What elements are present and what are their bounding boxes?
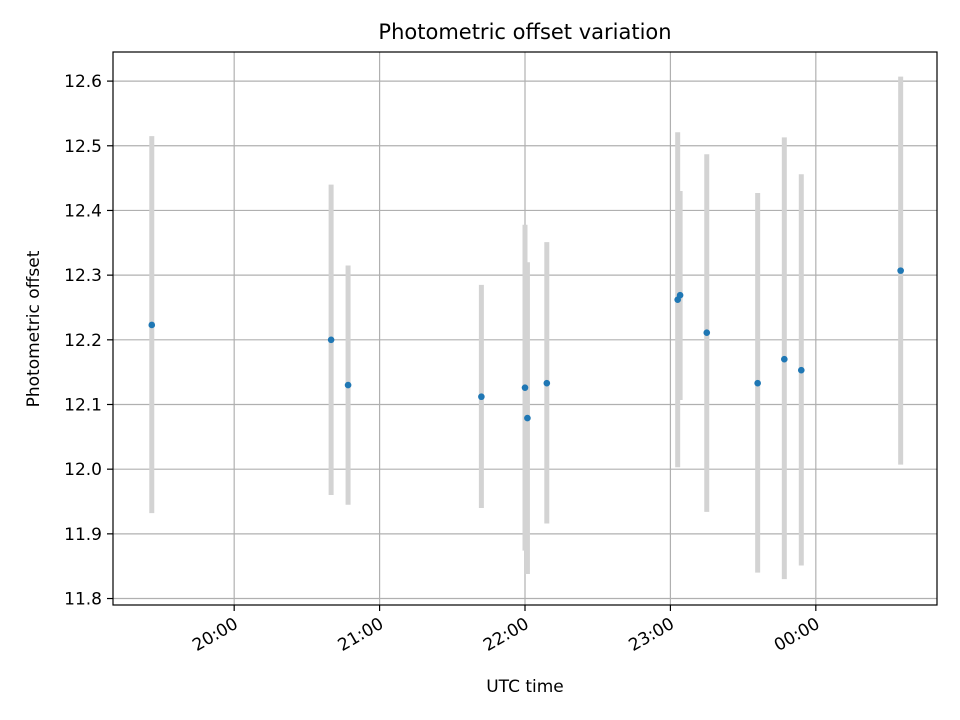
- data-point: [897, 267, 904, 274]
- data-point: [781, 355, 788, 363]
- y-tick-label: 12.6: [64, 72, 102, 92]
- y-tick-label: 12.1: [64, 395, 102, 415]
- x-axis-label: UTC time: [486, 677, 564, 697]
- y-tick-label: 12.4: [64, 201, 102, 221]
- data-point: [327, 336, 335, 344]
- data-point: [148, 321, 156, 329]
- data-markers: [148, 267, 904, 422]
- chart-title: Photometric offset variation: [378, 20, 671, 44]
- data-point: [797, 366, 805, 374]
- y-tick-label: 12.2: [64, 331, 102, 351]
- data-point: [524, 414, 531, 422]
- data-point: [703, 329, 711, 337]
- data-point: [478, 393, 485, 401]
- data-point: [754, 379, 761, 387]
- y-tick-label: 12.3: [64, 266, 102, 286]
- y-axis-label: Photometric offset: [24, 250, 44, 407]
- y-tick-label: 12.5: [64, 137, 102, 157]
- y-tick-label: 12.0: [64, 460, 102, 480]
- y-tick-label: 11.8: [64, 590, 102, 610]
- data-point: [676, 291, 684, 299]
- data-point: [543, 379, 551, 387]
- y-axis-ticks: 11.8 11.9 12.0 12.1 12.2 12.3 12.4 12.5 12.6: [64, 72, 113, 610]
- data-point: [344, 381, 352, 389]
- y-tick-label: 11.9: [64, 525, 102, 545]
- data-point: [521, 384, 529, 391]
